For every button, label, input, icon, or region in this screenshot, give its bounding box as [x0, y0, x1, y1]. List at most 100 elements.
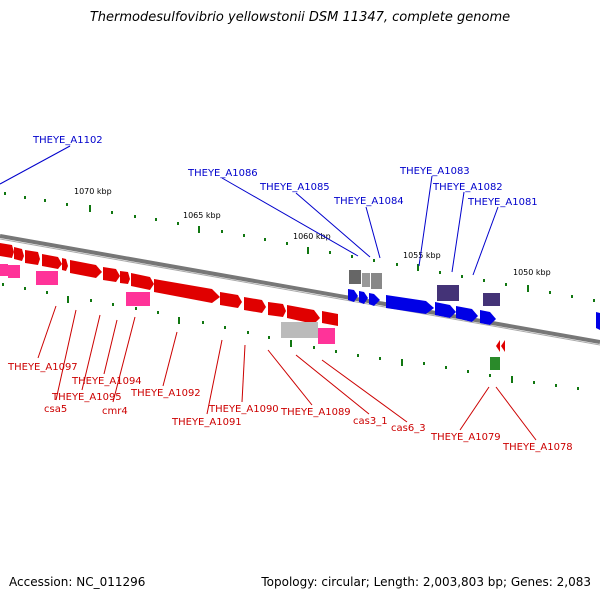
- tick-mark-major: [417, 264, 419, 271]
- tick-mark: [134, 215, 136, 218]
- gene-label[interactable]: THEYE_A1085: [259, 182, 330, 193]
- gene-arrow[interactable]: [348, 289, 358, 302]
- leader-line: [221, 177, 359, 257]
- chromosome-backbone-shadow: [0, 238, 600, 346]
- leader-line: [267, 349, 313, 406]
- gene-arrow[interactable]: [322, 311, 338, 326]
- genome-title: Thermodesulfovibrio yellowstonii DSM 113…: [89, 10, 511, 25]
- gene-arrow[interactable]: [14, 247, 24, 261]
- gene-label[interactable]: THEYE_A1081: [467, 197, 538, 208]
- gene-arrow[interactable]: [287, 305, 320, 324]
- leader-line: [459, 386, 490, 431]
- tick-mark: [379, 357, 381, 360]
- rna-feature[interactable]: [318, 328, 335, 344]
- tick-mark: [533, 381, 535, 384]
- gene-arrow[interactable]: [70, 260, 102, 278]
- gene-label[interactable]: THEYE_A1091: [171, 417, 242, 428]
- scale-label: 1050 kbp: [513, 268, 551, 277]
- gene-label[interactable]: THEYE_A1092: [130, 388, 201, 399]
- gene-arrow[interactable]: [42, 254, 62, 269]
- pseudo-feature[interactable]: [349, 270, 361, 284]
- rna-feature[interactable]: [437, 285, 459, 301]
- gene-arrow[interactable]: [120, 271, 130, 284]
- tick-mark: [439, 271, 441, 274]
- gene-label[interactable]: THEYE_A1084: [333, 196, 404, 207]
- tick-mark-major: [89, 205, 91, 212]
- gene-arrow[interactable]: [386, 295, 434, 314]
- gene-label[interactable]: THEYE_A1089: [280, 407, 351, 418]
- gene-label[interactable]: THEYE_A1095: [51, 392, 122, 403]
- gene-label[interactable]: cmr4: [102, 406, 128, 417]
- rna-feature[interactable]: [0, 264, 8, 276]
- rna-feature[interactable]: [8, 265, 20, 278]
- tick-mark: [247, 331, 249, 334]
- gene-arrow[interactable]: [456, 306, 478, 322]
- gene-arrow[interactable]: [220, 292, 242, 308]
- gene-label[interactable]: THEYE_A1083: [399, 166, 470, 177]
- gene-arrow[interactable]: [496, 340, 500, 352]
- leader-line: [162, 331, 178, 387]
- leader-line: [451, 191, 465, 273]
- forward-leader-lines: [37, 305, 537, 441]
- gene-arrow[interactable]: [244, 297, 266, 313]
- gene-label[interactable]: csa5: [44, 404, 67, 415]
- leader-line: [321, 359, 408, 423]
- tick-mark: [461, 275, 463, 278]
- scale-label: 1055 kbp: [403, 251, 441, 260]
- pseudo-feature[interactable]: [362, 273, 370, 287]
- gene-arrow[interactable]: [25, 250, 40, 265]
- tick-mark: [177, 222, 179, 225]
- rna-feature[interactable]: [126, 292, 150, 306]
- tick-mark-major: [198, 226, 200, 233]
- reverse-strand-genes: [348, 289, 600, 330]
- pseudo-feature[interactable]: [371, 273, 382, 289]
- tick-mark: [202, 321, 204, 324]
- gene-arrow[interactable]: [501, 340, 505, 352]
- gene-arrow[interactable]: [62, 258, 68, 271]
- rna-feature[interactable]: [490, 357, 500, 370]
- tick-mark: [224, 326, 226, 329]
- leader-line: [81, 314, 101, 391]
- inner-scale-ticks: [2, 283, 579, 390]
- tick-mark: [268, 336, 270, 339]
- gene-arrow[interactable]: [0, 243, 14, 258]
- gene-arrow[interactable]: [596, 312, 600, 330]
- tick-mark: [112, 303, 114, 306]
- gene-label[interactable]: THEYE_A1090: [208, 404, 279, 415]
- gene-arrow[interactable]: [359, 291, 368, 304]
- tick-mark: [157, 311, 159, 314]
- rna-feature[interactable]: [36, 271, 58, 285]
- tick-mark: [571, 295, 573, 298]
- forward-strand-genes: [0, 243, 338, 326]
- accession-text: Accession: NC_011296: [9, 575, 146, 589]
- gene-label[interactable]: THEYE_A1102: [32, 135, 103, 146]
- gene-arrow[interactable]: [268, 302, 286, 317]
- gene-label[interactable]: THEYE_A1082: [432, 182, 503, 193]
- tick-mark: [373, 259, 375, 262]
- gene-label[interactable]: THEYE_A1078: [502, 442, 573, 453]
- tick-mark: [357, 354, 359, 357]
- leader-line: [241, 344, 246, 403]
- gene-label[interactable]: THEYE_A1094: [71, 376, 142, 387]
- gene-arrow[interactable]: [435, 302, 456, 318]
- leader-line: [365, 206, 381, 259]
- pseudo-feature[interactable]: [281, 322, 318, 338]
- tick-mark: [155, 218, 157, 221]
- gene-arrow[interactable]: [154, 279, 220, 303]
- gene-label[interactable]: cas6_3: [391, 423, 426, 434]
- tick-mark: [90, 299, 92, 302]
- outer-scale-ticks: [4, 192, 595, 302]
- rna-feature[interactable]: [483, 293, 500, 306]
- gene-arrow[interactable]: [369, 293, 380, 306]
- tick-mark: [549, 291, 551, 294]
- tick-mark: [329, 251, 331, 254]
- gene-label[interactable]: THEYE_A1079: [430, 432, 501, 443]
- scale-label: 1070 kbp: [74, 187, 112, 196]
- tick-mark: [313, 346, 315, 349]
- gene-arrow[interactable]: [103, 267, 120, 282]
- gene-label[interactable]: THEYE_A1097: [7, 362, 78, 373]
- gene-arrow[interactable]: [131, 273, 154, 290]
- gene-label[interactable]: cas3_1: [353, 416, 388, 427]
- gene-label[interactable]: THEYE_A1086: [187, 168, 258, 179]
- gene-arrow[interactable]: [480, 310, 496, 325]
